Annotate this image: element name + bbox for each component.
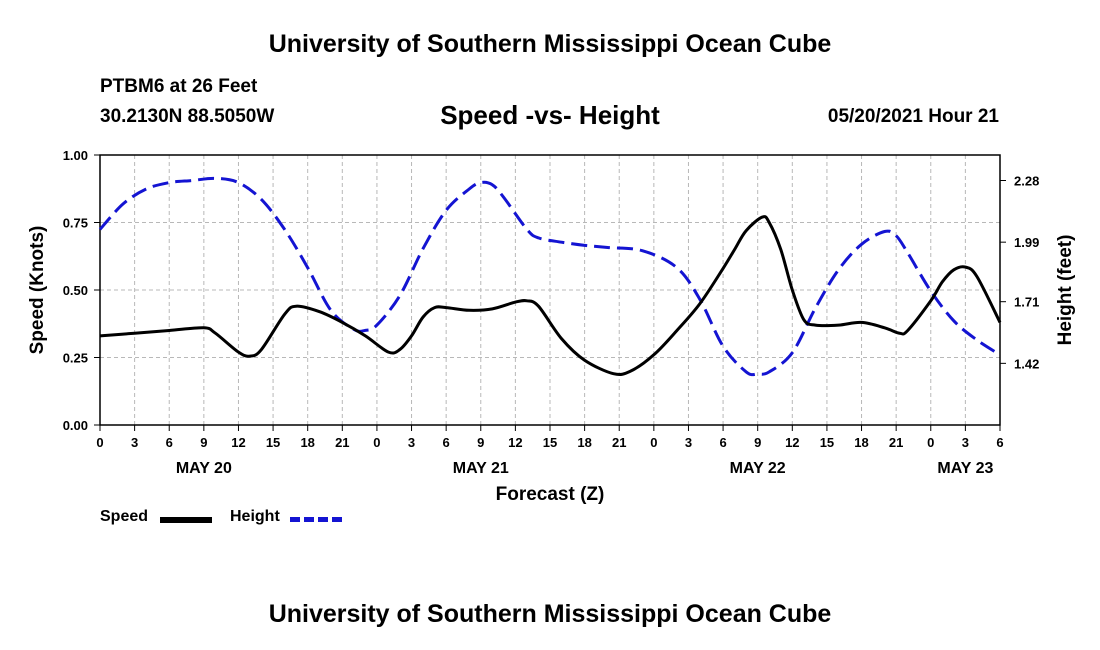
legend-height-label: Height (230, 508, 280, 525)
x-tick-label: 3 (685, 435, 692, 450)
x-tick-label: 21 (335, 435, 349, 450)
y2-tick-label: 2.28 (1014, 174, 1039, 189)
y2-tick-label: 1.99 (1014, 235, 1039, 250)
legend-height-swatch (290, 517, 342, 522)
x-tick-label: 0 (927, 435, 934, 450)
x-tick-label: 3 (131, 435, 138, 450)
x-tick-label: 3 (408, 435, 415, 450)
series-line-speed (99, 215, 1002, 376)
x-tick-label: 21 (612, 435, 626, 450)
y2-tick-label: 1.71 (1014, 295, 1039, 310)
x-tick-label: 0 (650, 435, 657, 450)
x-tick-label: 6 (443, 435, 450, 450)
y-tick-label: 0.50 (63, 283, 88, 298)
legend-speed-swatch (160, 517, 212, 523)
y-tick-label: 0.00 (63, 418, 88, 433)
x-tick-label: 15 (266, 435, 280, 450)
x-tick-label: 18 (577, 435, 591, 450)
x-tick-label: 15 (820, 435, 834, 450)
x-tick-label: 9 (200, 435, 207, 450)
x-tick-label: 12 (508, 435, 522, 450)
x-tick-label: 6 (996, 435, 1003, 450)
x-tick-label: 9 (754, 435, 761, 450)
x-tick-label: 18 (300, 435, 314, 450)
y2-axis-label: Height (feet) (1055, 235, 1076, 346)
y2-tick-label: 1.42 (1014, 356, 1039, 371)
x-tick-label: 12 (785, 435, 799, 450)
date-label: MAY 21 (453, 460, 509, 477)
y-tick-label: 0.25 (63, 351, 88, 366)
x-tick-label: 18 (854, 435, 868, 450)
x-axis-label: Forecast (Z) (496, 484, 605, 505)
x-tick-label: 6 (166, 435, 173, 450)
y-tick-label: 0.75 (63, 216, 88, 231)
series-line-height (98, 176, 1001, 377)
date-label: MAY 22 (730, 460, 786, 477)
date-label: MAY 23 (937, 460, 993, 477)
chart-title: Speed -vs- Height (440, 100, 660, 130)
legend-speed-label: Speed (100, 508, 149, 525)
grid (100, 155, 1000, 425)
x-tick-label: 15 (543, 435, 557, 450)
axes: 0 3 6 9 12 15 18 21 0 3 6 9 12 15 18 21 0 3 6 9 12 15 18 21 0 3 6 0… (63, 148, 1040, 477)
x-tick-label: 6 (719, 435, 726, 450)
station-coordinates: 30.2130N 88.5050W (100, 106, 275, 127)
main-title: University of Southern Mississippi Ocean… (268, 30, 832, 58)
series (98, 176, 1002, 377)
x-tick-label: 0 (96, 435, 103, 450)
y-tick-label: 1.00 (63, 148, 88, 163)
footer-title: University of Southern Mississippi Ocean… (268, 600, 832, 628)
y-axis-label: Speed (Knots) (27, 226, 48, 355)
x-tick-label: 12 (231, 435, 245, 450)
date-label: MAY 20 (176, 460, 232, 477)
x-tick-label: 0 (373, 435, 380, 450)
x-tick-label: 21 (889, 435, 903, 450)
forecast-datetime: 05/20/2021 Hour 21 (827, 106, 999, 127)
x-tick-label: 9 (477, 435, 484, 450)
x-tick-label: 3 (962, 435, 969, 450)
station-label: PTBM6 at 26 Feet (100, 76, 258, 97)
